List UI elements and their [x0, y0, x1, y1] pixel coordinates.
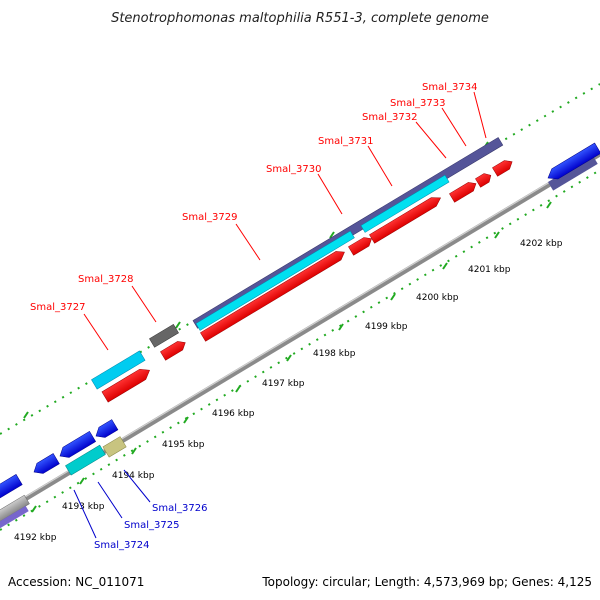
gene-label-smal-3724[interactable]: Smal_3724: [94, 540, 149, 551]
orf-feature: [149, 323, 179, 348]
map-title: Stenotrophomonas maltophilia R551-3, com…: [111, 11, 489, 26]
tick-label-4195: 4195 kbp: [162, 440, 205, 450]
accession-text: Accession: NC_011071: [8, 575, 144, 589]
olive-feature: [102, 436, 127, 458]
inner-tick-track: [0, 169, 600, 531]
forward-cds-arrow: [369, 197, 442, 244]
tick-label-4200: 4200 kbp: [416, 293, 459, 303]
cyan-feature: [65, 444, 106, 476]
cyan-feature: [360, 174, 450, 233]
gene-label-smal-3728[interactable]: Smal_3728: [78, 274, 133, 285]
gene-features: [0, 137, 600, 529]
forward-cds-arrow: [492, 160, 513, 177]
orf-feature: [548, 155, 598, 191]
reverse-cds-arrow: [33, 453, 60, 474]
gene-label-smal-3729[interactable]: Smal_3729: [182, 212, 237, 223]
tick-label-4201: 4201 kbp: [468, 265, 511, 275]
tick-label-4194: 4194 kbp: [112, 471, 155, 481]
gene-label-smal-3727[interactable]: Smal_3727: [30, 302, 85, 313]
genome-summary-text: Topology: circular; Length: 4,573,969 bp…: [261, 575, 592, 589]
gene-label-smal-3731[interactable]: Smal_3731: [318, 136, 373, 147]
gene-label-smal-3725[interactable]: Smal_3725: [124, 520, 179, 531]
gene-label-smal-3726[interactable]: Smal_3726: [152, 503, 207, 514]
forward-cds-arrow: [475, 173, 492, 188]
forward-cds-arrow: [348, 237, 372, 256]
gene-label-smal-3733[interactable]: Smal_3733: [390, 98, 445, 109]
gene-label-smal-3732[interactable]: Smal_3732: [362, 112, 417, 123]
tick-label-4198: 4198 kbp: [313, 349, 356, 359]
tick-label-4197: 4197 kbp: [262, 379, 305, 389]
forward-cds-arrow: [160, 341, 186, 361]
label-leaders: [73, 91, 487, 539]
forward-cds-arrow: [101, 368, 150, 403]
reverse-cds-arrow: [547, 142, 600, 180]
cyan-feature: [195, 230, 355, 331]
tick-label-4192: 4192 kbp: [14, 533, 57, 543]
gene-label-smal-3730[interactable]: Smal_3730: [266, 164, 321, 175]
tick-label-4193: 4193 kbp: [62, 502, 105, 512]
genome-backbone: [0, 151, 600, 517]
reverse-cds-arrow: [59, 430, 97, 458]
violet-feature: [0, 505, 29, 529]
tick-label-4196: 4196 kbp: [212, 409, 255, 419]
forward-cds-arrow: [200, 251, 345, 342]
tick-label-4202: 4202 kbp: [520, 239, 563, 249]
reverse-cds-arrow: [95, 419, 119, 438]
tick-marks: [23, 141, 552, 513]
cyan-feature: [91, 350, 146, 390]
reverse-cds-arrow: [0, 474, 23, 499]
tick-label-4199: 4199 kbp: [365, 322, 408, 332]
forward-cds-arrow: [449, 182, 477, 203]
gene-label-smal-3734[interactable]: Smal_3734: [422, 82, 477, 93]
